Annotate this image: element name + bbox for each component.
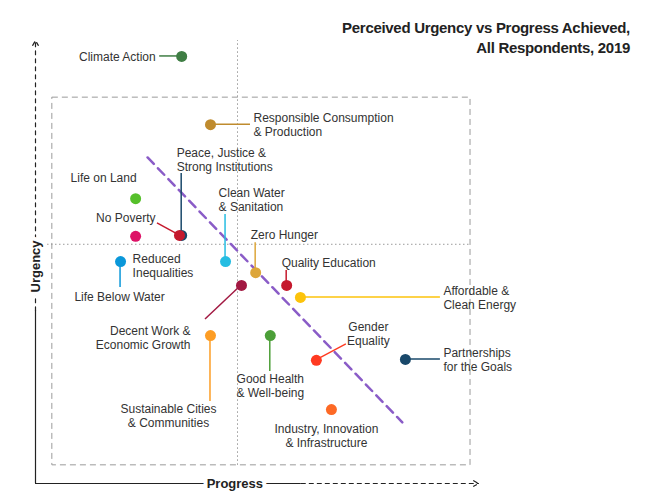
svg-text:Peace, Justice &Strong Institu: Peace, Justice &Strong Institutions — [177, 146, 273, 174]
svg-text:ReducedInequalities: ReducedInequalities — [133, 252, 194, 280]
svg-text:Zero Hunger: Zero Hunger — [251, 228, 318, 242]
svg-text:Climate Action: Climate Action — [79, 50, 156, 64]
svg-text:Decent Work &Economic Growth: Decent Work &Economic Growth — [96, 324, 191, 352]
svg-text:Responsible Consumption& Produ: Responsible Consumption& Production — [253, 111, 393, 139]
svg-text:Urgency: Urgency — [28, 240, 43, 293]
svg-text:Industry, Innovation& Infrastr: Industry, Innovation& Infrastructure — [275, 422, 379, 450]
svg-text:Life on Land: Life on Land — [71, 171, 137, 185]
html-text:Perceived Urgency vs Progress: Perceived Urgency vs Progress Achieved, … — [342, 19, 630, 56]
svg-text:GenderEquality: GenderEquality — [347, 320, 390, 348]
svg-text:Affordable &Clean Energy: Affordable &Clean Energy — [443, 284, 516, 312]
svg-text:Partnershipsfor the Goals: Partnershipsfor the Goals — [443, 346, 512, 374]
svg-text:Progress: Progress — [207, 476, 263, 491]
svg-text:Clean Water& Sanitation: Clean Water& Sanitation — [219, 186, 285, 214]
svg-text:Quality Education: Quality Education — [282, 256, 376, 270]
svg-text:Life Below Water: Life Below Water — [74, 290, 164, 304]
svg-text:No Poverty: No Poverty — [96, 211, 155, 225]
svg-text:Good Health& Well-being: Good Health& Well-being — [236, 372, 304, 400]
svg-text:Sustainable Cities& Communitie: Sustainable Cities& Communities — [120, 402, 216, 430]
